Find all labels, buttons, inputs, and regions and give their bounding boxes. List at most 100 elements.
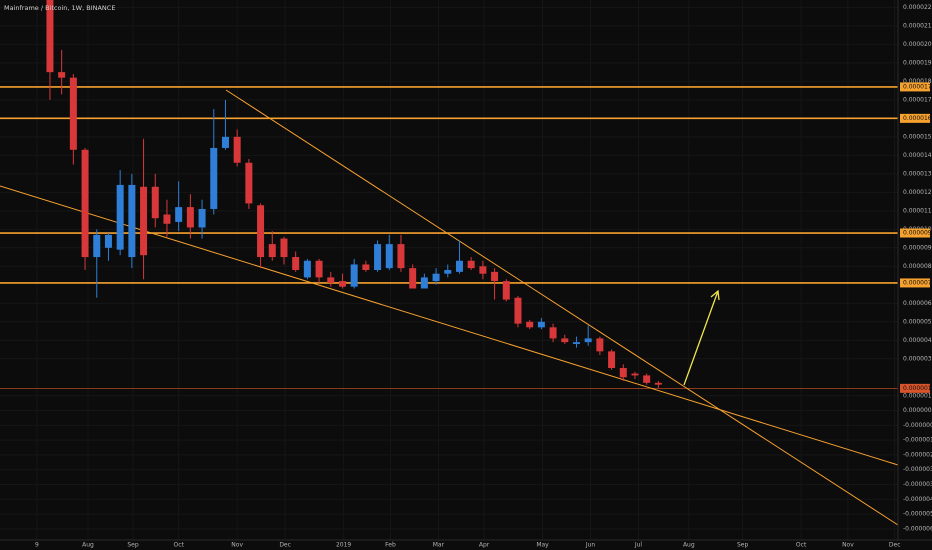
x-tick-label: Feb xyxy=(385,542,396,549)
level-label-bg xyxy=(900,113,930,123)
candle-body xyxy=(374,244,382,270)
candle-body xyxy=(210,147,218,209)
candle-body xyxy=(69,77,77,150)
candle-body xyxy=(104,234,112,248)
candle-body xyxy=(268,244,276,258)
candle-body xyxy=(643,375,651,383)
x-tick-label: Jul xyxy=(634,542,643,549)
candle-body xyxy=(338,281,346,287)
candle-body xyxy=(631,373,639,376)
candle-body xyxy=(409,268,417,289)
x-tick-label: 9 xyxy=(35,542,39,549)
candle-body xyxy=(93,234,101,258)
x-tick-label: Jun xyxy=(585,542,596,549)
x-tick-label: Aug xyxy=(683,542,695,549)
candle-body xyxy=(198,208,206,228)
candle-body xyxy=(432,273,440,282)
candle-body xyxy=(491,271,499,282)
level-label-bg xyxy=(900,82,930,92)
arrow-head xyxy=(710,289,720,301)
candle-body xyxy=(444,270,452,274)
candle-body xyxy=(467,260,475,269)
candle-body xyxy=(479,266,487,274)
candle-body xyxy=(163,214,171,224)
x-tick-label: Oct xyxy=(173,542,184,549)
trendline-upper xyxy=(225,89,899,526)
candle-body xyxy=(81,149,89,258)
x-tick-label: May xyxy=(536,542,549,549)
candle-body xyxy=(116,184,124,250)
candle-body xyxy=(221,136,229,148)
level-label-bg xyxy=(900,228,930,238)
candle-body xyxy=(327,277,335,283)
arrow-shaft xyxy=(683,290,719,386)
level-label-bg xyxy=(900,383,930,393)
y-tick-label: -0.0000054 xyxy=(903,511,932,518)
candles xyxy=(46,0,662,389)
x-tick-label: 2019 xyxy=(336,542,351,549)
candle-body xyxy=(420,277,428,289)
candle-body xyxy=(303,260,311,278)
candle-body xyxy=(619,368,627,378)
candle-body xyxy=(526,321,534,328)
candle-body xyxy=(596,338,604,352)
candle-body xyxy=(572,342,580,344)
candle-body xyxy=(397,244,405,269)
trendline-lower xyxy=(0,185,899,466)
level-label: 0.0000014 xyxy=(903,385,932,392)
x-tick-label: Dec xyxy=(279,542,291,549)
y-tick-label: -0.0000038 xyxy=(903,481,932,488)
x-tick-label: Aug xyxy=(82,542,94,549)
level-label-bg xyxy=(900,278,930,288)
x-tick-label: Nov xyxy=(231,542,243,549)
level-label: 0.0000071 xyxy=(903,279,932,286)
candle-body xyxy=(257,205,265,258)
x-tick-label: Nov xyxy=(842,542,854,549)
candle-body xyxy=(245,162,253,204)
candle-body xyxy=(280,238,288,258)
candle-body xyxy=(151,186,159,219)
candle-body xyxy=(514,297,522,324)
candle-body xyxy=(315,260,323,278)
candle-body xyxy=(58,72,66,78)
chart-title: Mainframe / Bitcoin, 1W, BINANCE xyxy=(4,4,115,12)
candle-body xyxy=(128,184,136,258)
x-tick-label: Dec xyxy=(889,542,901,549)
candle-body xyxy=(549,327,557,339)
candle-body xyxy=(654,382,662,385)
x-tick-label: Sep xyxy=(737,542,749,549)
x-tick-label: Mar xyxy=(433,542,445,549)
candle-body xyxy=(46,0,54,73)
candle-body xyxy=(584,338,592,343)
y-tick-label: -0.0000062 xyxy=(903,525,932,532)
y-tick-label: -0.0000046 xyxy=(903,496,932,503)
candle-body xyxy=(140,186,148,256)
candle-body xyxy=(362,264,370,270)
x-tick-label: Sep xyxy=(127,542,139,549)
x-tick-label: Apr xyxy=(479,542,490,549)
candle-body xyxy=(561,338,569,343)
x-tick-label: Oct xyxy=(796,542,807,549)
